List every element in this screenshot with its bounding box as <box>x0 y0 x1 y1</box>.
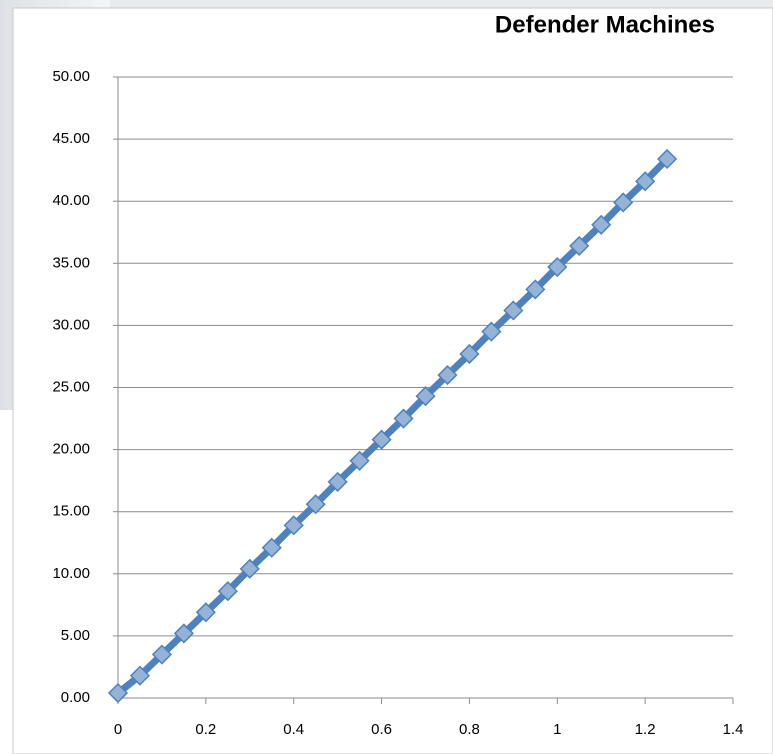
x-tick-label: 0.2 <box>195 721 216 738</box>
x-tick-label: 0.8 <box>459 721 480 738</box>
data-marker <box>239 558 260 579</box>
data-marker <box>393 408 414 429</box>
data-marker <box>107 682 129 704</box>
data-marker <box>151 644 172 665</box>
data-marker <box>415 386 436 407</box>
data-marker <box>327 471 348 492</box>
x-tick-label: 0.6 <box>371 721 392 738</box>
data-marker <box>657 148 678 170</box>
y-tick-label: 45.00 <box>52 130 90 147</box>
data-marker <box>569 235 590 256</box>
y-tick-label: 50.00 <box>52 68 90 85</box>
y-tick-label: 0.00 <box>61 689 90 706</box>
data-marker <box>173 623 194 644</box>
data-marker <box>591 214 612 235</box>
data-marker <box>261 537 282 558</box>
y-tick-label: 15.00 <box>52 503 90 520</box>
data-marker <box>525 279 546 300</box>
data-marker <box>305 494 326 515</box>
x-tick-label: 0.4 <box>283 721 304 738</box>
data-marker <box>459 343 480 365</box>
y-tick-label: 5.00 <box>61 627 90 644</box>
data-marker <box>613 192 634 213</box>
y-tick-label: 40.00 <box>52 192 90 209</box>
data-marker <box>283 515 304 536</box>
y-tick-label: 10.00 <box>52 565 90 582</box>
data-marker <box>195 602 216 623</box>
y-tick-label: 25.00 <box>52 378 90 395</box>
data-marker <box>349 450 370 471</box>
data-marker <box>547 256 568 278</box>
data-marker <box>217 581 238 602</box>
data-marker <box>437 365 458 386</box>
y-tick-label: 30.00 <box>52 316 90 333</box>
y-tick-label: 20.00 <box>52 441 90 458</box>
data-marker <box>635 171 656 192</box>
data-marker <box>481 321 502 342</box>
x-tick-label: 0 <box>114 721 122 738</box>
y-tick-label: 35.00 <box>52 254 90 271</box>
x-tick-label: 1.4 <box>723 721 744 738</box>
data-marker <box>129 665 151 686</box>
data-marker <box>503 300 524 321</box>
data-marker <box>371 429 392 450</box>
x-tick-label: 1 <box>553 721 561 738</box>
chart-area <box>12 7 773 754</box>
chart-title: Defender Machines <box>495 11 715 38</box>
x-tick-label: 1.2 <box>635 721 656 738</box>
